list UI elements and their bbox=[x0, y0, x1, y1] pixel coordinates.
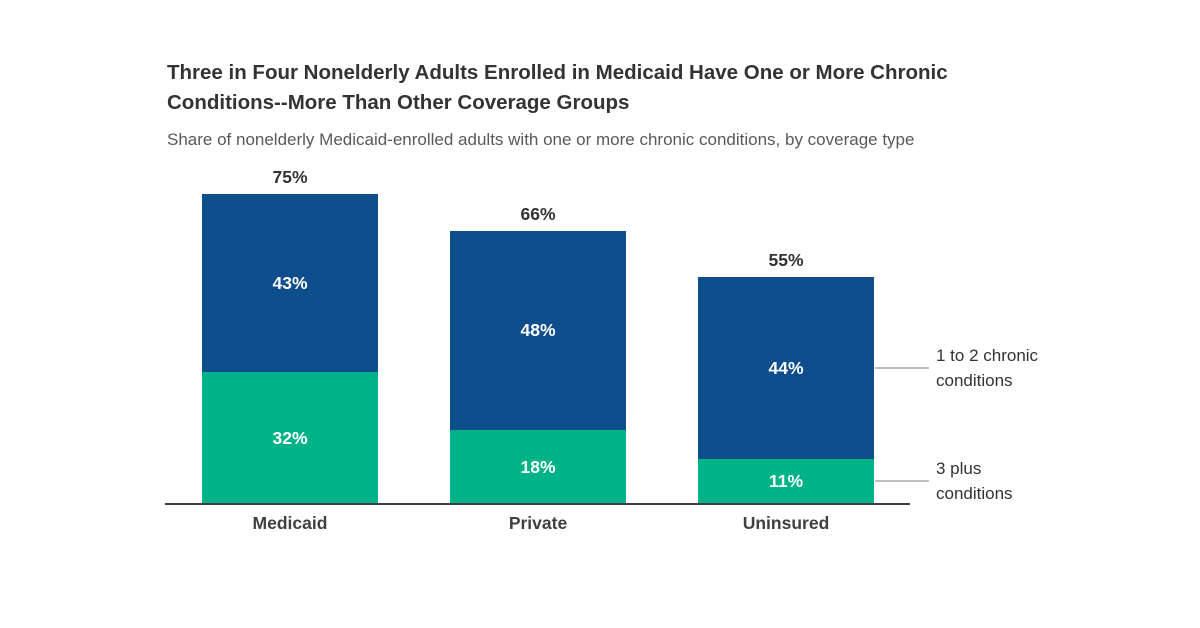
segment-value-label: 43% bbox=[272, 272, 308, 293]
segment-value-label: 44% bbox=[768, 357, 804, 378]
chart-title: Three in Four Nonelderly Adults Enrolled… bbox=[167, 61, 948, 114]
segment-value-label: 48% bbox=[520, 320, 556, 341]
chart-subtitle: Share of nonelderly Medicaid-enrolled ad… bbox=[167, 130, 915, 149]
segment-value-label: 32% bbox=[272, 427, 308, 448]
segment-value-label: 18% bbox=[520, 456, 556, 477]
bar-segment-medicaid-series1 bbox=[202, 194, 378, 372]
bar-total-label: 75% bbox=[272, 167, 308, 187]
legend-label: 3 plus conditions bbox=[936, 459, 1013, 504]
legend-connector-line bbox=[875, 366, 929, 369]
x-axis-category-label: Medicaid bbox=[252, 513, 328, 533]
x-axis-category-label: Private bbox=[508, 513, 568, 533]
bar-total-label: 55% bbox=[768, 249, 804, 270]
bar-segment-uninsured-series1 bbox=[698, 276, 874, 459]
bar-segment-uninsured-series0 bbox=[698, 458, 874, 504]
bar-segment-medicaid-series0 bbox=[202, 371, 378, 504]
bar-segment-private-series0 bbox=[450, 429, 626, 504]
segment-value-label: 11% bbox=[768, 471, 804, 492]
bar-segment-private-series1 bbox=[450, 231, 626, 430]
legend-label: 1 to 2 chronic conditions bbox=[936, 345, 1039, 390]
bar-total-label: 66% bbox=[520, 204, 556, 225]
x-axis-category-label: Uninsured bbox=[742, 513, 830, 533]
x-axis-line bbox=[165, 503, 910, 505]
legend-connector-line bbox=[875, 480, 929, 483]
